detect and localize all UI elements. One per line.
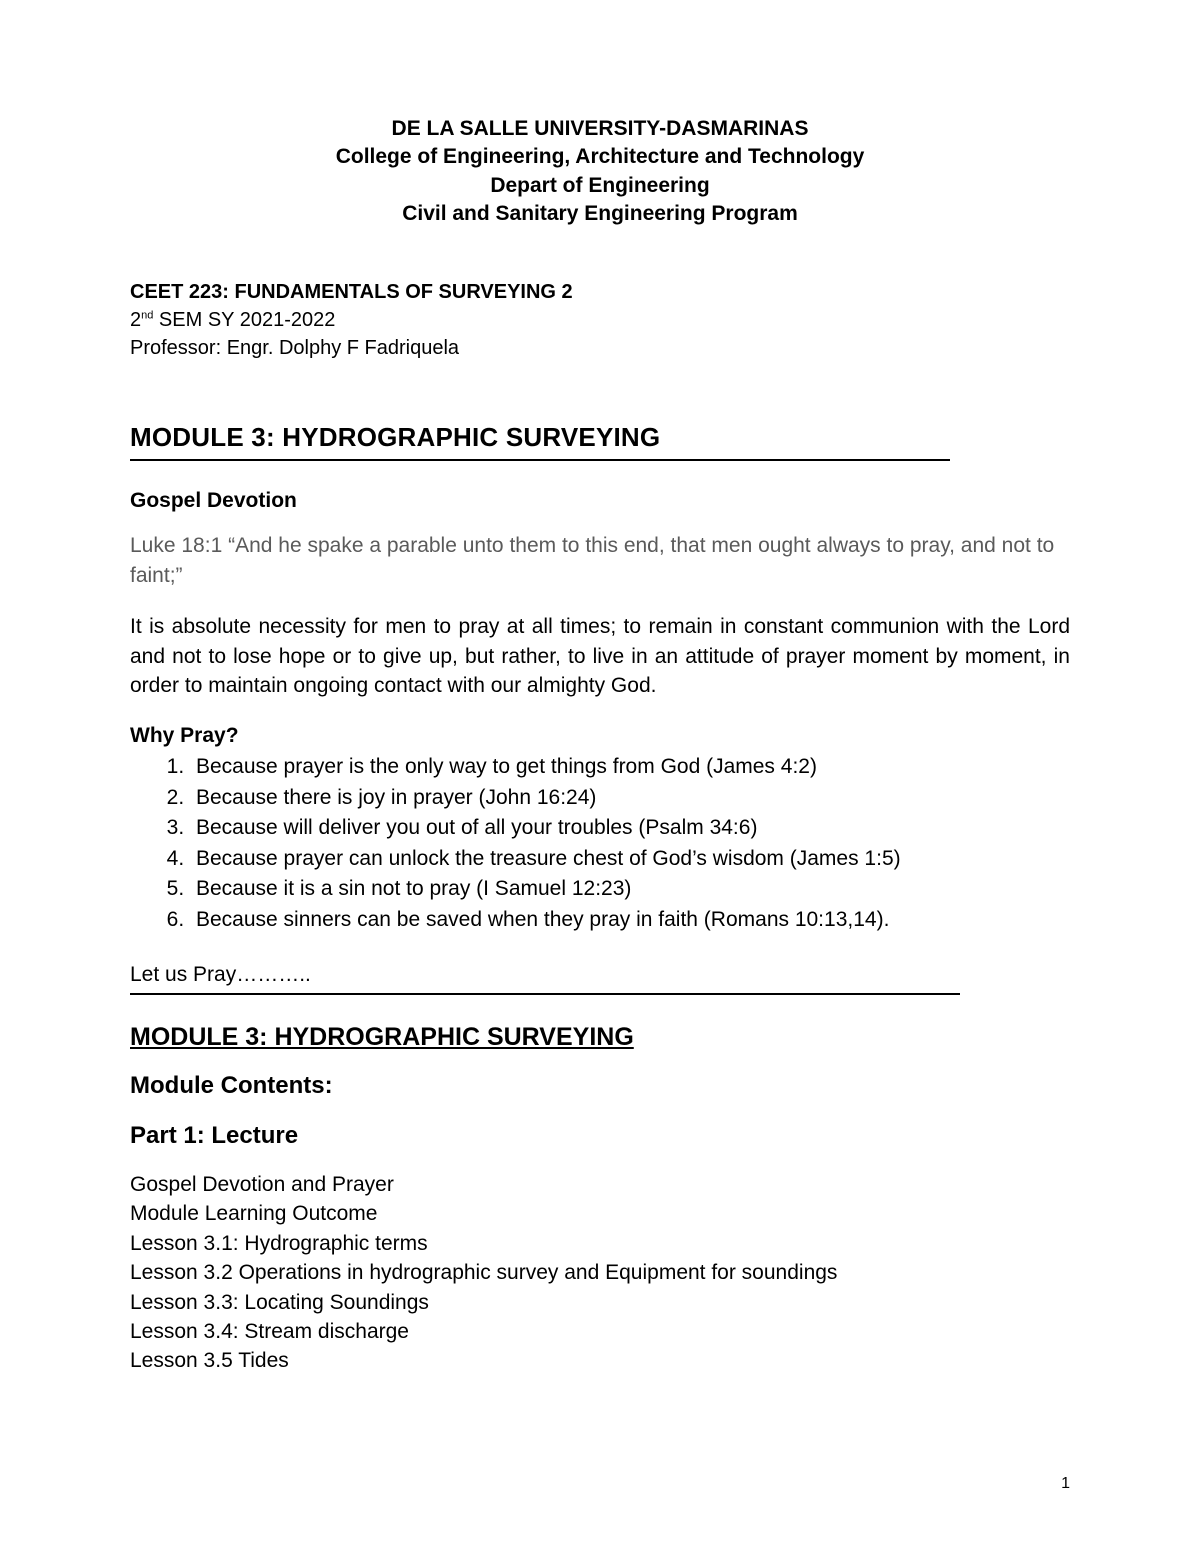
list-item: Because prayer is the only way to get th…	[190, 752, 1070, 782]
list-item: Because it is a sin not to pray (I Samue…	[190, 874, 1070, 904]
why-pray-list: Because prayer is the only way to get th…	[130, 752, 1070, 935]
course-title-line: CEET 223: FUNDAMENTALS OF SURVEYING 2	[130, 278, 1070, 306]
devotion-paragraph: It is absolute necessity for men to pray…	[130, 612, 1070, 700]
contents-line: Lesson 3.2 Operations in hydrographic su…	[130, 1258, 1070, 1287]
contents-line: Lesson 3.4: Stream discharge	[130, 1317, 1070, 1346]
course-title-text: FUNDAMENTALS OF SURVEYING 2	[229, 281, 573, 303]
contents-list: Gospel Devotion and Prayer Module Learni…	[130, 1170, 1070, 1376]
divider-2	[130, 993, 960, 995]
let-us-pray: Let us Pray………..	[130, 963, 1070, 987]
part-1-heading: Part 1: Lecture	[130, 1122, 1070, 1150]
header-line-1: DE LA SALLE UNIVERSITY-DASMARINAS	[130, 115, 1070, 143]
header-line-4: Civil and Sanitary Engineering Program	[130, 200, 1070, 228]
list-item: Because sinners can be saved when they p…	[190, 905, 1070, 935]
contents-line: Lesson 3.3: Locating Soundings	[130, 1288, 1070, 1317]
contents-line: Lesson 3.5 Tides	[130, 1346, 1070, 1375]
university-header: DE LA SALLE UNIVERSITY-DASMARINAS Colleg…	[130, 115, 1070, 228]
divider-1	[130, 459, 950, 461]
list-item: Because will deliver you out of all your…	[190, 813, 1070, 843]
list-item: Because there is joy in prayer (John 16:…	[190, 783, 1070, 813]
contents-line: Gospel Devotion and Prayer	[130, 1170, 1070, 1199]
bible-verse: Luke 18:1 “And he spake a parable unto t…	[130, 531, 1070, 590]
sem-rest: SEM SY 2021-2022	[153, 309, 335, 331]
sem-prefix: 2	[130, 309, 141, 331]
course-info: CEET 223: FUNDAMENTALS OF SURVEYING 2 2n…	[130, 278, 1070, 362]
header-line-3: Depart of Engineering	[130, 172, 1070, 200]
module-contents-heading: Module Contents:	[130, 1072, 1070, 1100]
sem-super: nd	[141, 310, 153, 322]
contents-line: Module Learning Outcome	[130, 1199, 1070, 1228]
course-code: CEET 223:	[130, 281, 229, 303]
gospel-devotion-heading: Gospel Devotion	[130, 489, 1070, 513]
module-title-2: MODULE 3: HYDROGRAPHIC SURVEYING	[130, 1023, 1070, 1052]
header-line-2: College of Engineering, Architecture and…	[130, 143, 1070, 171]
professor-line: Professor: Engr. Dolphy F Fadriquela	[130, 334, 1070, 362]
page-number: 1	[1061, 1475, 1070, 1493]
module-title: MODULE 3: HYDROGRAPHIC SURVEYING	[130, 422, 1070, 453]
semester-line: 2nd SEM SY 2021-2022	[130, 306, 1070, 334]
why-pray-heading: Why Pray?	[130, 724, 1070, 748]
list-item: Because prayer can unlock the treasure c…	[190, 844, 1070, 874]
contents-line: Lesson 3.1: Hydrographic terms	[130, 1229, 1070, 1258]
